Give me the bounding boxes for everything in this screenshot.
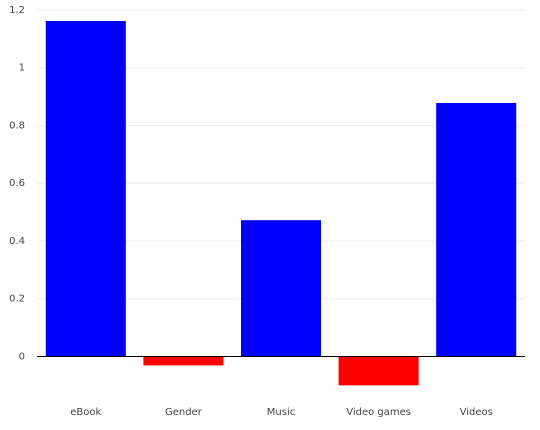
x-tick-label: Gender: [165, 407, 203, 418]
bar: [143, 356, 224, 366]
x-tick-label: Music: [267, 407, 295, 418]
bar: [240, 220, 322, 357]
y-tick-label: 1: [19, 63, 25, 74]
bar: [338, 356, 419, 386]
y-tick-label: 0.2: [9, 294, 25, 305]
x-tick-label: eBook: [70, 407, 101, 418]
y-tick-label: 0.6: [9, 178, 25, 189]
y-tick-label: 0.4: [9, 236, 25, 247]
x-tick-label: Videos: [460, 407, 493, 418]
x-tick-label: Video games: [346, 407, 411, 418]
y-tick-label: 0: [19, 351, 25, 362]
y-tick-label: 1.2: [9, 5, 25, 16]
bar: [436, 102, 517, 357]
bar: [45, 20, 126, 357]
y-tick-label: 0.8: [9, 120, 25, 131]
